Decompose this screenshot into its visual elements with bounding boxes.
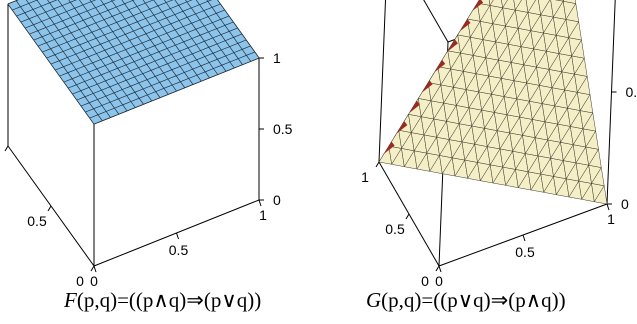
caption-f-rest: =((p∧q)⇒(p∨q)) (117, 288, 262, 312)
chart-g-p-tick (606, 203, 610, 211)
chart-g-p-tick-label: 1 (607, 211, 615, 227)
chart-f-surface-patch (79, 0, 92, 6)
chart-f-surface-patch (165, 0, 180, 9)
chart-f-surface-patch (207, 0, 221, 8)
chart-f-surface-patch (132, 0, 146, 7)
chart-g-q-tick-label: 1 (361, 169, 369, 185)
chart-f-surface-patch (25, 0, 38, 4)
chart-g-ridge-edge (422, 80, 433, 93)
chart-f-surface-patch (174, 0, 188, 6)
chart-f-p-tick (93, 265, 97, 273)
chart-g-surface-patch (555, 0, 564, 2)
chart-g-surface-patch (501, 0, 508, 9)
chart-f-surface-patch (153, 0, 167, 7)
chart-g-q-tick (375, 161, 380, 168)
chart-g-ridge-edge (472, 0, 484, 11)
chart-g-surface-patch (588, 148, 602, 168)
chart-g-surface-patch (576, 75, 591, 96)
chart-f-q-tick (47, 205, 52, 212)
chart-g-p-tick-label: 0 (435, 273, 443, 289)
chart-f-z-tick-label: 0 (273, 192, 281, 208)
caption-f-function: F (64, 288, 77, 312)
chart-g-box-edge (423, 0, 449, 43)
chart-g-box-edge (606, 0, 616, 205)
chart-f-z-tick-label: 0.5 (273, 121, 293, 137)
chart-f-q-tick-label: 0.5 (27, 213, 47, 229)
chart-g-ridge-edge (459, 19, 471, 32)
chart-g-ridge-edge (447, 39, 458, 52)
chart-f-surface-patch (144, 0, 159, 10)
chart-f-q-tick (90, 265, 95, 272)
chart-f-surface-patch (121, 0, 134, 5)
chart-f-p-tick-label: 0.5 (169, 242, 189, 258)
chart-g-surface-patch (582, 112, 597, 132)
chart-f-surface-patch (89, 0, 97, 2)
chart-g-surface-patch (591, 166, 605, 187)
chart-f-surface-patch (49, 0, 63, 10)
chart-f-surface-patch (163, 0, 174, 3)
chart-f-p-tick-label: 0 (90, 273, 98, 289)
chart-f-surface-patch (195, 0, 209, 5)
chart-f-p-tick (176, 232, 179, 240)
chart-f-q-tick-label: 0 (76, 273, 84, 289)
chart-f-surface-patch (36, 0, 51, 7)
chart-g-surface-patch (562, 0, 577, 4)
chart-f-surface-patch (15, 0, 30, 8)
chart-g-z-tick-label: 0. (626, 84, 637, 100)
chart-g-surface-patch (571, 39, 585, 59)
caption-g-args: (p,q) (381, 288, 422, 312)
chart-f-p-tick (258, 199, 262, 207)
chart-g-ridge-edge (396, 121, 408, 134)
chart-g-q-tick-label: 0.5 (385, 221, 405, 237)
chart-g-p-tick (522, 234, 526, 242)
chart-f-surface-patch (100, 0, 113, 5)
chart-f-surface-patch (110, 0, 116, 2)
chart-g-surface-patch (585, 130, 599, 150)
chart-g-surface-patch (568, 21, 582, 41)
chart-g-q-tick-label: 0 (421, 273, 429, 289)
chart-g-surface-patch (593, 185, 608, 205)
caption-f: F(p,q)=((p∧q)⇒(p∨q)) (64, 288, 261, 313)
chart-f-q-tick (4, 145, 9, 152)
caption-g: G(p,q)=((p∨q)⇒(p∧q)) (366, 288, 566, 313)
chart-f-surface-patch (69, 0, 84, 9)
chart-g-box-edge (378, 0, 387, 163)
chart-f-surface-patch (68, 0, 77, 3)
chart-g-p-tick (438, 265, 442, 273)
chart-g-ridge-edge (434, 59, 446, 73)
chart-f-surface-patch (47, 0, 58, 4)
chart-g-p-tick-label: 0.5 (515, 244, 535, 260)
chart-f-surface-patch (206, 0, 212, 2)
caption-g-rest: =((p∨q)⇒(p∧q)) (421, 288, 566, 312)
chart-g-ridge-edge (384, 141, 395, 154)
chart-f-surface-patch (185, 0, 193, 3)
chart-g-q-tick (435, 265, 440, 272)
chart-f-z-tick-label: 1 (273, 50, 281, 66)
chart-g-z-tick-label: 0 (621, 196, 629, 212)
chart-g-surface-patch (565, 2, 580, 23)
chart-g-q-tick (405, 213, 410, 220)
chart-f-surface-patch (142, 0, 154, 4)
chart-f-surface-patch (186, 0, 200, 9)
chart-f-surface-patch (90, 0, 105, 8)
chart-g-surface-patch (574, 57, 588, 77)
chart-g-ridge-edge (409, 100, 420, 113)
caption-f-args: (p,q) (76, 288, 118, 312)
chart-g-surface-patch (579, 93, 594, 114)
chart-g-surface-patch (489, 0, 504, 9)
chart-f-p-tick-label: 1 (259, 207, 267, 223)
chart-f-surface-patch (57, 0, 71, 6)
chart-f-surface-patch (111, 0, 126, 8)
caption-g-function: G (366, 288, 382, 312)
